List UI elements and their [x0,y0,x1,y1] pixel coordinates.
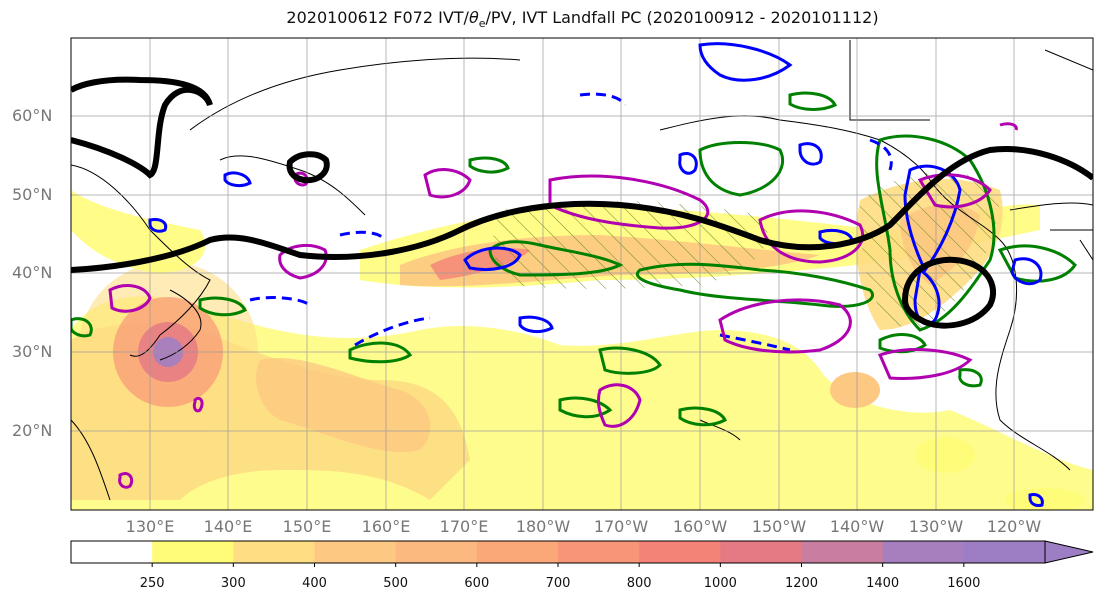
lat-label-20n: 20°N [12,421,53,440]
coastlines [71,40,1093,501]
lon-label-180w: 180°W [515,517,571,536]
map-title: 2020100612 F072 IVT/θe/PV, IVT Landfall … [286,8,879,31]
lat-label-40n: 40°N [12,263,53,282]
colorbar-tick-label: 500 [383,576,409,591]
colorbar-segment [720,541,802,563]
colorbar-segment [558,541,640,563]
colorbar-tick-label: 400 [302,576,327,591]
colorbar-segment [882,541,965,563]
colorbar-segment [233,541,315,563]
colorbar-segment [476,541,559,563]
lon-label-150e: 150°E [282,517,332,536]
colorbar-segment [71,541,153,563]
lon-label-170e: 170°E [439,517,489,536]
colorbar-segment [395,541,478,563]
colorbar-tick-label: 250 [139,576,165,591]
lon-label-120w: 120°W [986,517,1042,536]
colorbar-tick-label: 800 [626,576,652,591]
lon-label-140e: 140°E [203,517,253,536]
lon-label-160w: 160°W [672,517,728,536]
map-frame [70,37,1094,511]
lon-label-140w: 140°W [829,517,885,536]
pc-thick-contours [71,76,1093,329]
lon-label-160e: 160°E [361,517,411,536]
lon-label-170w: 170°W [593,517,649,536]
colorbar-tick-label: 1400 [866,576,900,591]
colorbar-segment [801,541,884,563]
colorbar-segment [963,541,1046,563]
colorbar-segment [314,541,397,563]
colorbar-tick-label: 1200 [784,576,819,591]
lat-label-30n: 30°N [12,342,53,361]
colorbar-tick-label: 1000 [703,576,737,591]
colorbar [70,540,1094,567]
colorbar-tick-label: 1600 [947,576,981,591]
colorbar-tick-label: 300 [220,576,246,591]
colorbar-tick-label: 600 [464,576,490,591]
lon-label-130e: 130°E [125,517,175,536]
colorbar-extend-arrow [1044,540,1094,564]
theta-e-contours [71,91,1077,427]
lon-label-150w: 150°W [751,517,807,536]
lat-label-50n: 50°N [12,185,53,204]
lat-label-60n: 60°N [12,106,53,125]
colorbar-tick-label: 700 [545,576,571,591]
lon-label-130w: 130°W [908,517,964,536]
colorbar-segment [639,541,721,563]
colorbar-segment [152,541,234,563]
pc-contours [108,122,1018,489]
pv-contours [148,42,1044,507]
